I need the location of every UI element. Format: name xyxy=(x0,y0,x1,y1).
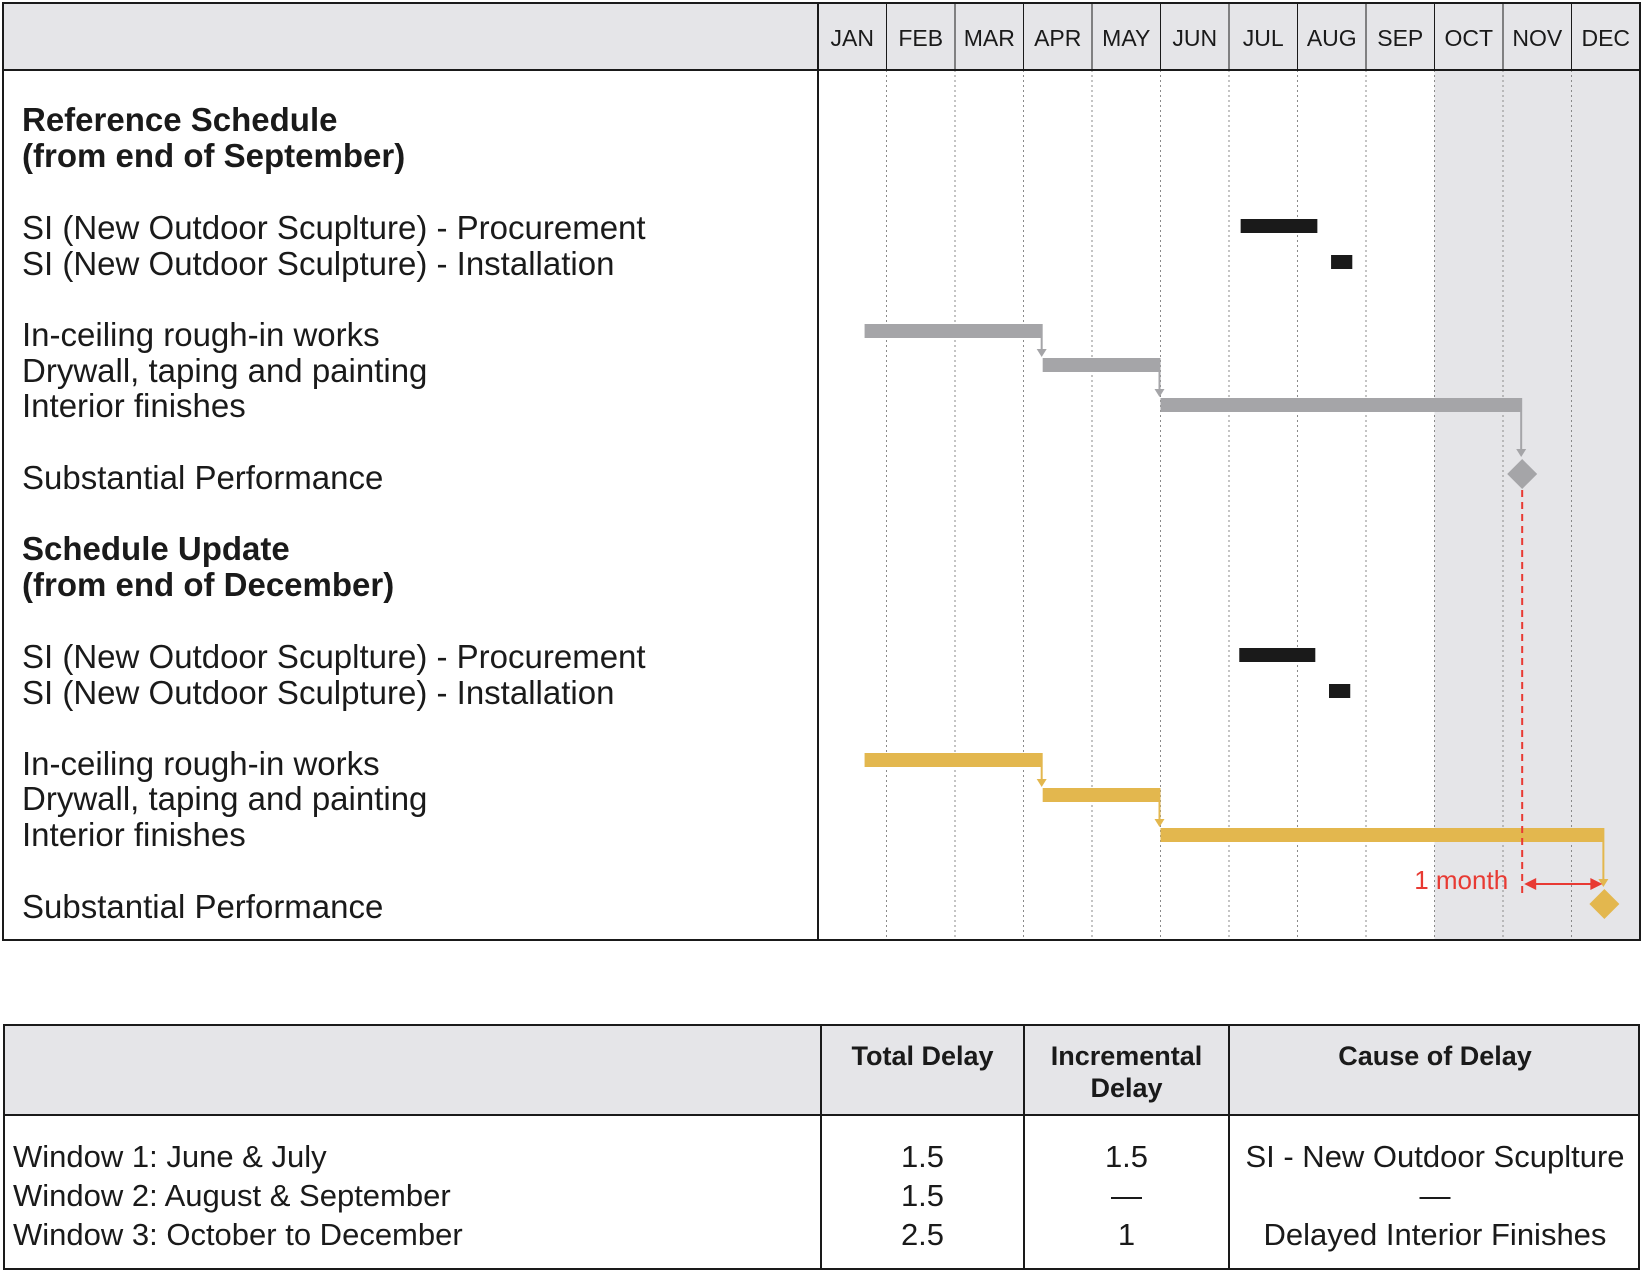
milestone-label: Substantial Performance xyxy=(22,888,384,925)
gantt-bar xyxy=(1239,648,1316,662)
gantt-bar xyxy=(1329,684,1351,698)
milestone-label: Substantial Performance xyxy=(22,459,384,496)
gantt-bar xyxy=(864,324,1043,338)
dependency-arrowhead xyxy=(1036,779,1047,787)
dependency-arrowhead xyxy=(1036,349,1047,357)
dependency-arrowhead xyxy=(1598,879,1609,887)
delay-arrowhead-left xyxy=(1524,878,1537,890)
month-label: DEC xyxy=(1581,25,1630,51)
gantt-bar xyxy=(1160,398,1523,412)
gantt-bar xyxy=(1331,255,1353,269)
header-incremental-delay: Incremental Delay xyxy=(1050,1041,1203,1103)
table-cell-incremental: 1.5 xyxy=(1104,1139,1149,1174)
month-label: SEP xyxy=(1377,25,1423,51)
gantt-chart: JAN FEB MAR APR MAY JUN JUL AUG SEP OCT NOV DEC 1 m… xyxy=(2,2,1641,941)
dependency-arrowhead xyxy=(1154,389,1165,397)
reference-heading: Reference Schedule xyxy=(22,101,338,138)
milestone-diamond xyxy=(1507,459,1538,489)
month-label: JUL xyxy=(1243,25,1284,51)
dependency-arrowhead xyxy=(1154,819,1165,827)
table-cell-incremental: — xyxy=(1111,1178,1142,1213)
month-label: OCT xyxy=(1444,25,1493,51)
task-label: In-ceiling rough-in works xyxy=(22,316,380,353)
chart-frame-border xyxy=(2,2,1641,941)
table-cell-incremental: 1 xyxy=(1117,1217,1136,1252)
table-cell-window: Window 3: October to December xyxy=(13,1217,463,1252)
month-labels: JAN FEB MAR APR MAY JUN JUL AUG SEP OCT NOV DEC xyxy=(831,25,1631,51)
task-label: Interior finishes xyxy=(22,387,246,424)
task-label: SI (New Outdoor Scuplture) - Procurement xyxy=(22,638,646,675)
gantt-bar xyxy=(1042,358,1161,372)
task-label: SI (New Outdoor Scuplture) - Procurement xyxy=(22,209,646,246)
task-label: SI (New Outdoor Sculpture) - Installatio… xyxy=(22,674,615,711)
month-gridlines xyxy=(886,4,1572,939)
table-cell-cause: Delayed Interior Finishes xyxy=(1263,1217,1607,1252)
gantt-bars xyxy=(864,219,1620,919)
update-heading: Schedule Update xyxy=(22,530,290,567)
month-label: FEB xyxy=(898,25,943,51)
milestone-diamond xyxy=(1589,889,1620,919)
shaded-window xyxy=(1434,70,1640,939)
reference-subheading: (from end of September) xyxy=(22,137,406,174)
month-label: MAY xyxy=(1102,25,1150,51)
task-label: Drywall, taping and painting xyxy=(22,352,428,389)
gantt-bar xyxy=(864,753,1043,767)
table-cell-total: 2.5 xyxy=(900,1217,945,1252)
update-subheading: (from end of December) xyxy=(22,566,395,603)
table-cell-cause: — xyxy=(1419,1178,1451,1213)
gantt-bar xyxy=(1042,788,1161,802)
table-cell-cause: SI - New Outdoor Scuplture xyxy=(1245,1139,1625,1174)
month-label: JAN xyxy=(831,25,874,51)
task-label: In-ceiling rough-in works xyxy=(22,745,380,782)
table-divider xyxy=(820,1026,822,1268)
task-label: SI (New Outdoor Sculpture) - Installatio… xyxy=(22,245,615,282)
delay-annotation-text: 1 month xyxy=(1414,865,1508,895)
table-cell-window: Window 2: August & September xyxy=(13,1178,451,1213)
table-divider xyxy=(1023,1026,1025,1268)
chart-frame xyxy=(2,2,1641,941)
month-label: MAR xyxy=(964,25,1015,51)
delay-arrowhead-right xyxy=(1590,878,1603,890)
header-total-delay: Total Delay xyxy=(851,1041,994,1071)
month-label: APR xyxy=(1034,25,1081,51)
dependency-arrowhead xyxy=(1516,449,1527,457)
table-cell-window: Window 1: June & July xyxy=(13,1139,327,1174)
gantt-bar xyxy=(1160,828,1605,842)
month-label: AUG xyxy=(1307,25,1357,51)
month-label: JUN xyxy=(1172,25,1217,51)
table-cell-total: 1.5 xyxy=(900,1178,945,1213)
delay-annotation-group: 1 month xyxy=(1414,490,1603,895)
table-divider xyxy=(1228,1026,1230,1268)
month-label: NOV xyxy=(1512,25,1563,51)
gantt-bar xyxy=(1240,219,1318,233)
delay-table: Total Delay Incremental Delay Cause of D… xyxy=(3,1024,1640,1270)
table-cell-total: 1.5 xyxy=(900,1139,945,1174)
header-cause-of-delay: Cause of Delay xyxy=(1338,1041,1532,1071)
task-label: Drywall, taping and painting xyxy=(22,780,428,817)
task-label: Interior finishes xyxy=(22,816,246,853)
